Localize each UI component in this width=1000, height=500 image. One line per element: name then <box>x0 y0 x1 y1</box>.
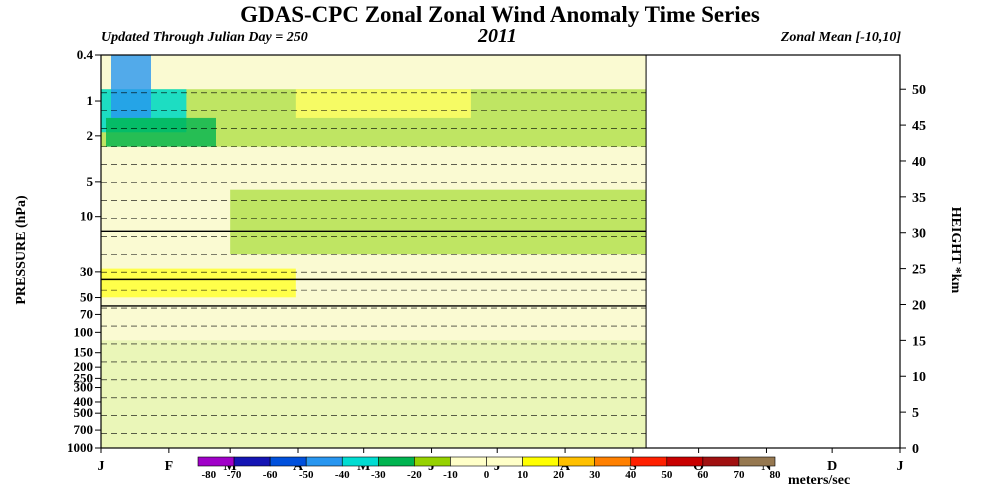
y2-tick-label: 25 <box>912 263 926 278</box>
colorbar-tick-label: 30 <box>589 469 601 481</box>
anomaly-band-easterly-10hPa <box>230 189 647 255</box>
anomaly-core-blue <box>111 55 151 118</box>
y-tick-label: 300 <box>74 380 94 395</box>
colorbar-swatch <box>522 456 559 467</box>
x-tick-label: J <box>428 459 435 474</box>
colorbar-swatch <box>666 456 704 467</box>
y-tick-label: 100 <box>74 324 94 339</box>
y-tick-label: 10 <box>80 209 93 224</box>
y2-tick-label: 30 <box>912 227 926 242</box>
plot-frame <box>100 54 901 449</box>
colorbar-swatch <box>450 456 487 467</box>
x-tick-label: J <box>98 459 105 474</box>
y2-tick-label: 45 <box>912 119 926 134</box>
y-tick-label: 0.4 <box>77 47 94 62</box>
y-tick-label: 200 <box>74 359 94 374</box>
anomaly-band-lower-trop <box>101 340 647 448</box>
y2-tick-label: 40 <box>912 155 926 170</box>
anomaly-core-green <box>106 117 216 147</box>
y-axis-label: PRESSURE (hPa) <box>14 195 29 305</box>
colorbar-tick-label: 50 <box>661 469 673 481</box>
colorbar-tick-label: 20 <box>553 469 565 481</box>
y-tick-label: 2 <box>87 128 94 143</box>
colorbar-tick-label: -30 <box>371 469 386 481</box>
y-tick-label: 400 <box>74 394 94 409</box>
anomaly-band-westerly-top <box>295 89 471 118</box>
zonal-mean-label: Zonal Mean [-10,10] <box>780 30 901 45</box>
colorbar-units: meters/sec <box>788 473 851 488</box>
colorbar-tick-label: -40 <box>335 469 350 481</box>
y-tick-label: 5 <box>87 174 94 189</box>
y2-tick-label: 0 <box>912 442 919 457</box>
colorbar-swatch <box>702 456 740 467</box>
y2-tick-label: 35 <box>912 191 926 206</box>
colorbar-swatch <box>378 456 415 467</box>
colorbar-tick-label: -80 <box>201 469 216 481</box>
y-tick-label: 150 <box>74 345 94 360</box>
colorbar-swatch <box>630 456 668 467</box>
y2-tick-label: 50 <box>912 83 926 98</box>
colorbar-tick-label: 60 <box>697 469 709 481</box>
y2-tick-label: 15 <box>912 334 926 349</box>
x-tick-label: J <box>897 459 904 474</box>
y-tick-label: 250 <box>74 370 94 385</box>
y-tick-label: 1 <box>87 93 94 108</box>
y2-tick-label: 20 <box>912 298 926 313</box>
colorbar-swatch <box>414 456 451 467</box>
colorbar-tick-label: 80 <box>770 469 782 481</box>
y2-axis-label: HEIGHT *km <box>948 206 963 294</box>
colorbar-tick-label: 70 <box>733 469 745 481</box>
updated-through-label: Updated Through Julian Day = 250 <box>101 30 308 45</box>
colorbar-swatch <box>558 456 595 467</box>
colorbar-tick-label: 10 <box>517 469 529 481</box>
colorbar-tick-label: 0 <box>484 469 490 481</box>
y-tick-label: 700 <box>74 422 94 437</box>
x-tick-label: S <box>629 459 637 474</box>
anomaly-band-westerly-30hPa <box>101 268 296 298</box>
colorbar-swatch <box>486 456 523 467</box>
year-label: 2011 <box>478 25 517 47</box>
y-tick-label: 50 <box>80 290 93 305</box>
colorbar-swatch <box>197 456 235 467</box>
y-tick-label: 1000 <box>67 440 93 455</box>
y-tick-label: 30 <box>80 264 93 279</box>
colorbar-swatch <box>233 456 271 467</box>
y-tick-label: 70 <box>80 306 93 321</box>
colorbar-swatch <box>305 456 343 467</box>
colorbar-tick-label: -10 <box>443 469 458 481</box>
x-tick-label: D <box>827 459 837 474</box>
y2-tick-label: 10 <box>912 370 926 385</box>
colorbar-tick-label: -20 <box>407 469 422 481</box>
chart-title: GDAS-CPC Zonal Zonal Wind Anomaly Time S… <box>240 2 760 27</box>
x-tick-label: A <box>293 459 304 474</box>
x-tick-label: O <box>693 459 704 474</box>
colorbar-swatch <box>594 456 632 467</box>
x-tick-label: J <box>494 459 501 474</box>
y-tick-label: 500 <box>74 405 94 420</box>
colorbar-swatch <box>269 456 307 467</box>
x-tick-label: A <box>560 459 571 474</box>
colorbar-swatch <box>341 456 379 467</box>
x-tick-label: N <box>761 459 771 474</box>
colorbar-tick-label: -60 <box>263 469 278 481</box>
colorbar-swatch <box>738 456 776 467</box>
colorbar-tick-label: 40 <box>625 469 637 481</box>
colorbar-tick-label: -70 <box>227 469 242 481</box>
colorbar-tick-label: -50 <box>299 469 314 481</box>
x-tick-label: F <box>165 459 174 474</box>
y2-tick-label: 5 <box>912 406 919 421</box>
